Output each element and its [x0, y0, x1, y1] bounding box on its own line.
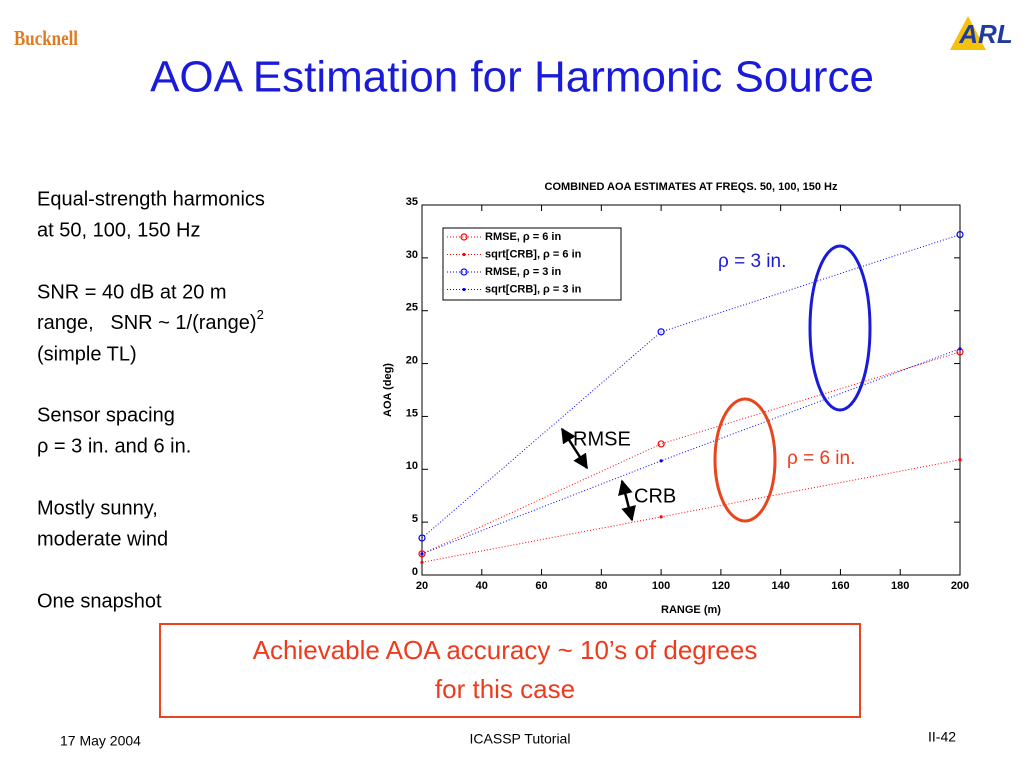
- marker: [659, 515, 663, 519]
- marker: [460, 233, 468, 241]
- logo-left: Bucknell: [14, 26, 78, 50]
- marker: [418, 550, 426, 558]
- callout-box: [159, 623, 861, 718]
- logo-right: ARL: [958, 19, 1012, 49]
- legend: RMSE, ρ = 6 in sqrt[CRB], ρ = 6 in RMSE, ρ…: [442, 227, 622, 301]
- annotation: RMSE: [573, 428, 631, 450]
- bullet-line: SNR = 40 dB at 20 m: [37, 281, 227, 303]
- logo-shape: [950, 16, 986, 50]
- y-tick-label: 35: [406, 196, 418, 208]
- marker: [418, 534, 426, 542]
- y-tick-label: 30: [406, 249, 418, 261]
- legend-label: RMSE, ρ = 6 in: [485, 231, 561, 243]
- x-tick-label: 100: [652, 580, 670, 592]
- x-tick-label: 40: [476, 580, 488, 592]
- series-line: [421, 459, 961, 563]
- x-tick-label: 120: [712, 580, 730, 592]
- bullet-line: at 50, 100, 150 Hz: [37, 219, 200, 241]
- footer-page: II-42: [928, 729, 956, 745]
- chart-title: COMBINED AOA ESTIMATES AT FREQS. 50, 100…: [545, 181, 838, 193]
- bullet-line: range, SNR ~ 1/(range)2: [37, 307, 264, 334]
- legend-label: sqrt[CRB], ρ = 6 in: [485, 248, 582, 260]
- y-tick-label: 5: [412, 513, 418, 525]
- marker: [958, 347, 962, 351]
- marker: [462, 252, 466, 257]
- bullet-text: range, SNR ~ 1/(range): [37, 312, 257, 334]
- bullet-line: One snapshot: [37, 590, 162, 612]
- annotation: CRB: [634, 485, 676, 507]
- y-tick-label: 20: [406, 354, 418, 366]
- bullet-line: Mostly sunny,: [37, 497, 158, 519]
- superscript: 2: [257, 307, 264, 322]
- bullet-line: Sensor spacing: [37, 404, 175, 426]
- legend-box: [442, 227, 622, 301]
- y-axis-label: AOA (deg): [382, 363, 394, 417]
- x-axis-label: RANGE (m): [661, 604, 721, 616]
- x-tick-label: 200: [951, 580, 969, 592]
- ellipse: [713, 397, 777, 523]
- footer-date: 17 May 2004: [60, 733, 141, 749]
- callout-line: Achievable AOA accuracy ~ 10’s of degree…: [253, 635, 758, 665]
- annotation: ρ = 3 in.: [718, 251, 786, 272]
- marker: [956, 231, 964, 239]
- x-tick-label: 80: [595, 580, 607, 592]
- marker: [659, 459, 663, 463]
- legend-label: sqrt[CRB], ρ = 3 in: [485, 283, 582, 295]
- bullet-line: moderate wind: [37, 528, 168, 550]
- marker: [462, 287, 466, 292]
- marker: [460, 268, 468, 276]
- series-line: [421, 351, 961, 555]
- arrow: [618, 479, 636, 522]
- annotation: ρ = 6 in.: [787, 448, 855, 469]
- plot-frame: [421, 204, 961, 576]
- y-tick-label: 25: [406, 302, 418, 314]
- marker: [657, 328, 665, 336]
- y-tick-label: 10: [406, 460, 418, 472]
- x-tick-label: 60: [535, 580, 547, 592]
- x-tick-label: 180: [891, 580, 909, 592]
- marker: [657, 440, 665, 448]
- y-tick-label: 15: [406, 407, 418, 419]
- ellipse: [808, 244, 872, 412]
- y-tick-label: 0: [412, 566, 418, 578]
- x-tick-label: 20: [416, 580, 428, 592]
- chart: COMBINED AOA ESTIMATES AT FREQS. 50, 100…: [382, 181, 969, 616]
- marker: [958, 458, 962, 462]
- bullet-line: ρ = 3 in. and 6 in.: [37, 435, 191, 457]
- x-tick-label: 160: [831, 580, 849, 592]
- bullet-line: Equal-strength harmonics: [37, 188, 265, 210]
- slide-title: AOA Estimation for Harmonic Source: [150, 53, 874, 102]
- callout-line: for this case: [435, 674, 575, 704]
- series-line: [421, 348, 961, 555]
- legend-label: RMSE, ρ = 3 in: [485, 266, 561, 278]
- marker: [420, 552, 424, 556]
- marker: [420, 560, 424, 564]
- arrow: [560, 427, 589, 470]
- bullet-line: (simple TL): [37, 343, 137, 365]
- x-tick-label: 140: [771, 580, 789, 592]
- footer-center: ICASSP Tutorial: [470, 731, 571, 747]
